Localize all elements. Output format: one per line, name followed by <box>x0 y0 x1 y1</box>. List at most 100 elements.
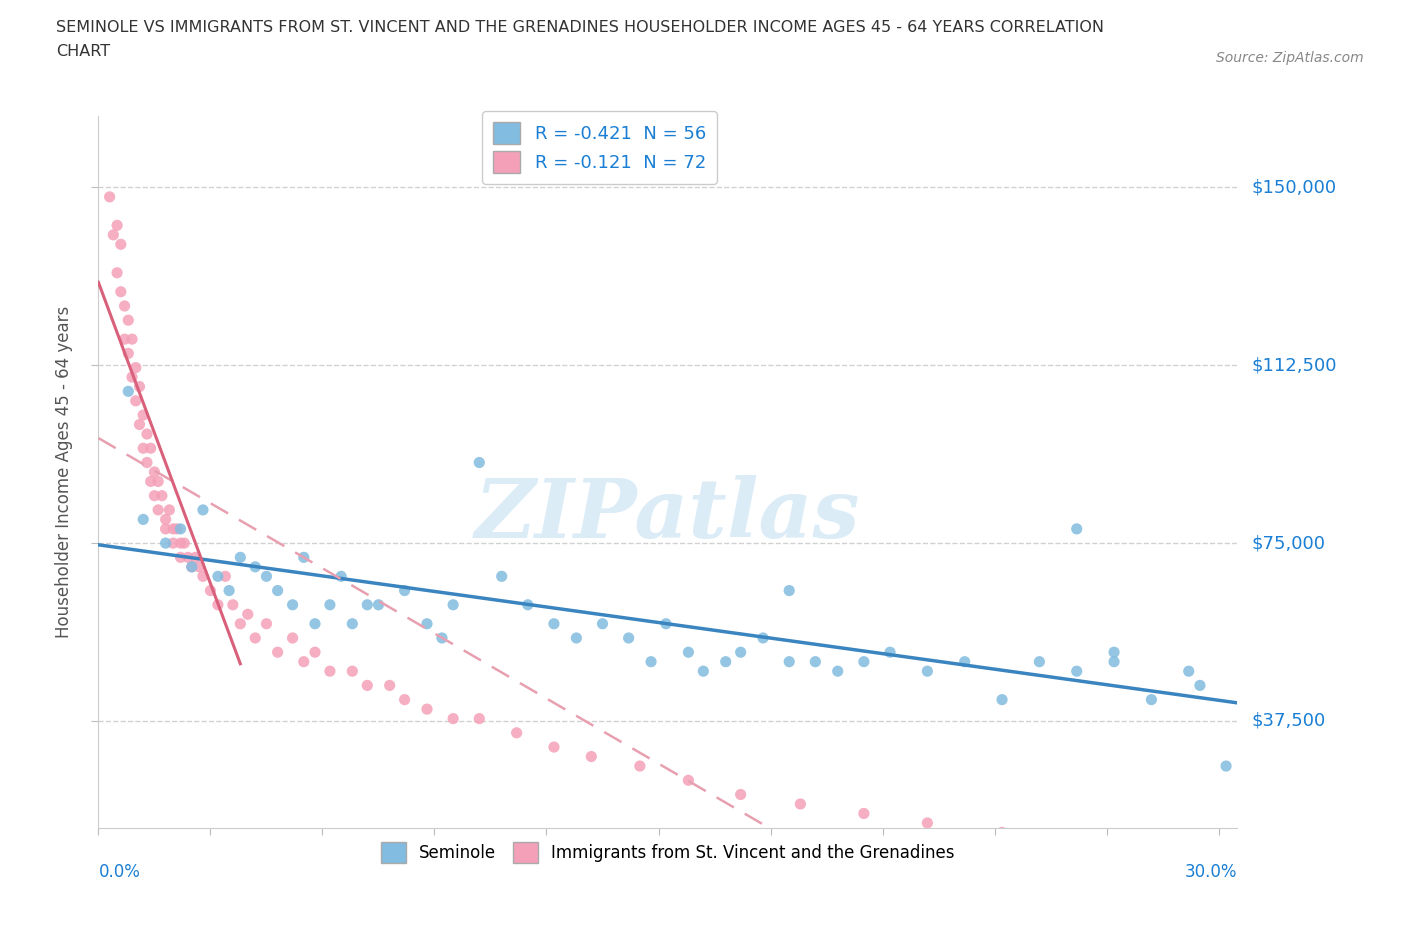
Point <box>319 597 342 612</box>
Point <box>1140 692 1163 707</box>
Point <box>117 312 139 327</box>
Point <box>491 569 513 584</box>
Point <box>200 583 222 598</box>
Point <box>256 569 278 584</box>
Point <box>191 569 214 584</box>
Point <box>378 678 401 693</box>
Point <box>143 488 166 503</box>
Point <box>169 536 191 551</box>
Point <box>103 228 125 243</box>
Point <box>110 237 132 252</box>
Point <box>1066 522 1088 537</box>
Point <box>953 655 976 670</box>
Point <box>117 384 139 399</box>
Point <box>117 346 139 361</box>
Point <box>139 441 162 456</box>
Point <box>146 502 169 517</box>
Point <box>430 631 453 645</box>
Point <box>1177 664 1199 679</box>
Point <box>157 502 180 517</box>
Point <box>468 711 491 726</box>
Point <box>416 617 439 631</box>
Point <box>155 536 177 551</box>
Point <box>281 631 304 645</box>
Point <box>229 550 252 565</box>
Point <box>730 787 752 802</box>
Point <box>132 441 155 456</box>
Text: 0.0%: 0.0% <box>98 863 141 882</box>
Point <box>169 550 191 565</box>
Point <box>143 465 166 480</box>
Point <box>184 550 207 565</box>
Point <box>110 285 132 299</box>
Point <box>827 664 849 679</box>
Point <box>136 455 159 470</box>
Point <box>1066 834 1088 849</box>
Point <box>640 655 662 670</box>
Point <box>166 522 188 537</box>
Point <box>879 644 901 659</box>
Point <box>105 218 128 232</box>
Point <box>692 664 714 679</box>
Point <box>304 617 326 631</box>
Text: Source: ZipAtlas.com: Source: ZipAtlas.com <box>1216 51 1364 65</box>
Point <box>256 617 278 631</box>
Point <box>132 512 155 526</box>
Point <box>565 631 588 645</box>
Point <box>150 488 173 503</box>
Point <box>218 583 240 598</box>
Point <box>125 393 148 408</box>
Point <box>180 560 202 575</box>
Point <box>121 369 143 385</box>
Point <box>917 664 939 679</box>
Point <box>155 522 177 537</box>
Point <box>146 474 169 489</box>
Point <box>356 597 378 612</box>
Text: $112,500: $112,500 <box>1251 356 1337 374</box>
Text: CHART: CHART <box>56 44 110 59</box>
Point <box>136 427 159 442</box>
Point <box>852 655 875 670</box>
Point <box>917 816 939 830</box>
Point <box>505 725 527 740</box>
Point <box>804 655 827 670</box>
Point <box>177 550 200 565</box>
Point <box>1102 644 1125 659</box>
Point <box>222 597 245 612</box>
Point <box>367 597 389 612</box>
Point <box>655 617 678 631</box>
Point <box>991 692 1014 707</box>
Point <box>778 655 800 670</box>
Point <box>292 655 315 670</box>
Point <box>342 617 364 631</box>
Point <box>752 631 775 645</box>
Text: SEMINOLE VS IMMIGRANTS FROM ST. VINCENT AND THE GRENADINES HOUSEHOLDER INCOME AG: SEMINOLE VS IMMIGRANTS FROM ST. VINCENT … <box>56 20 1104 35</box>
Point <box>714 655 737 670</box>
Point <box>330 569 353 584</box>
Point <box>229 617 252 631</box>
Point <box>416 702 439 717</box>
Legend: Seminole, Immigrants from St. Vincent and the Grenadines: Seminole, Immigrants from St. Vincent an… <box>374 835 962 870</box>
Point <box>180 560 202 575</box>
Point <box>991 825 1014 840</box>
Point <box>1066 664 1088 679</box>
Point <box>394 583 416 598</box>
Point <box>245 560 267 575</box>
Point <box>139 474 162 489</box>
Point <box>114 299 136 313</box>
Point <box>128 417 150 432</box>
Point <box>266 644 288 659</box>
Point <box>356 678 378 693</box>
Point <box>114 332 136 347</box>
Point <box>214 569 236 584</box>
Point <box>98 190 121 205</box>
Text: ZIPatlas: ZIPatlas <box>475 474 860 554</box>
Point <box>169 522 191 537</box>
Point <box>678 773 700 788</box>
Point <box>778 583 800 598</box>
Point <box>1028 655 1050 670</box>
Point <box>342 664 364 679</box>
Point <box>441 711 464 726</box>
Point <box>155 512 177 526</box>
Point <box>162 536 184 551</box>
